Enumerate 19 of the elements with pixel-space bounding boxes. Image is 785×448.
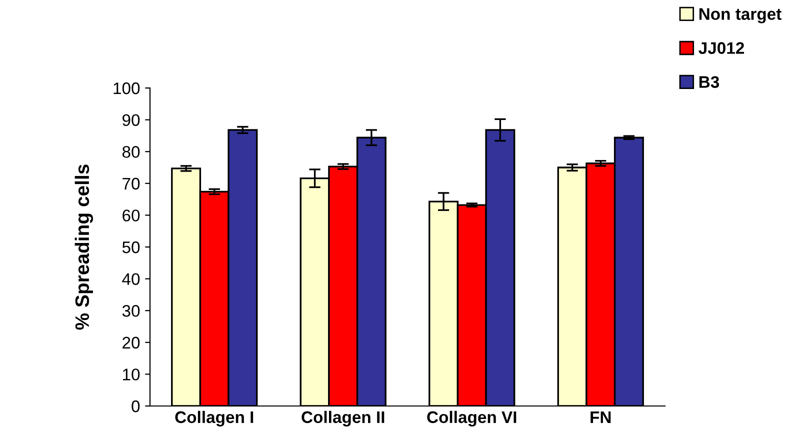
y-tick-label: 10 (123, 368, 140, 380)
x-tick-label: Collagen II (302, 410, 384, 426)
x-tick-label: Collagen I (175, 410, 254, 426)
y-tick-label: 40 (122, 273, 140, 286)
x-tick-label: FN (590, 411, 611, 423)
y-tick-label: 0 (132, 400, 140, 412)
legend-label: JJ012 (698, 42, 744, 54)
y-tick-label: 70 (122, 178, 140, 190)
y-axis-title: % Spreading cells (74, 164, 94, 330)
y-tick-label: 80 (122, 146, 140, 158)
x-tick-label: Collagen VI (427, 410, 516, 426)
y-tick-label: 50 (122, 241, 140, 254)
y-tick-label: 100 (114, 82, 140, 94)
y-tick-label: 30 (122, 305, 140, 317)
y-tick-label: 90 (122, 114, 140, 126)
legend-label: B3 (699, 76, 720, 88)
y-tick-label: 60 (122, 210, 140, 222)
legend-label: Non target (699, 8, 782, 24)
y-tick-label: 20 (122, 336, 140, 349)
